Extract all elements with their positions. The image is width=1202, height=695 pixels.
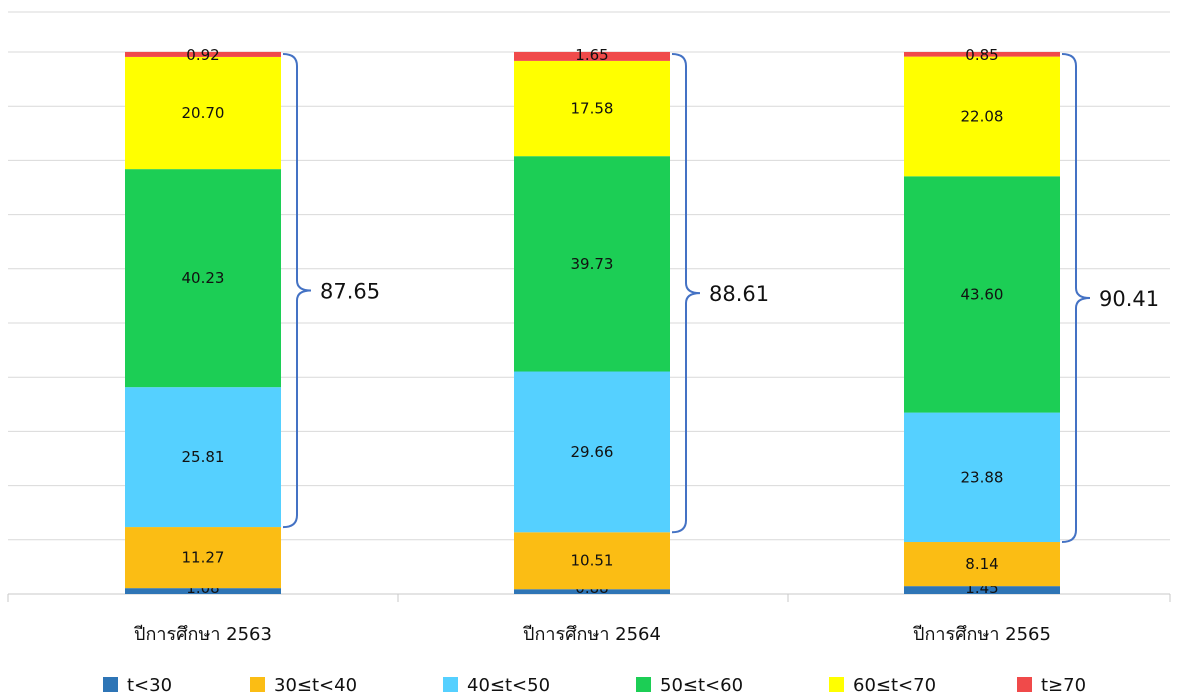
data-label: 11.27	[182, 549, 225, 567]
data-label: 1.65	[575, 46, 608, 64]
brace-total-label: 90.41	[1099, 287, 1159, 311]
brace	[1061, 53, 1091, 544]
bar-segment	[514, 371, 670, 533]
legend-item: 30≤t<40	[250, 675, 357, 695]
bar-segment	[125, 56, 281, 170]
bar-segment	[514, 589, 670, 594]
data-label: 43.60	[961, 285, 1004, 303]
brace	[282, 52, 312, 529]
legend-swatch	[829, 677, 844, 692]
data-label: 17.58	[571, 100, 614, 118]
legend-item: t<30	[103, 675, 172, 695]
data-label: 20.70	[182, 104, 225, 122]
legend-item: 40≤t<50	[443, 675, 550, 695]
data-label: 0.92	[186, 46, 219, 64]
legend-label: 30≤t<40	[274, 675, 357, 695]
bar-segment	[514, 60, 670, 157]
data-label: 0.85	[965, 46, 998, 64]
bar-segment	[125, 169, 281, 388]
bar-segment	[904, 56, 1060, 177]
data-label: 25.81	[182, 448, 225, 466]
legend-label: 60≤t<70	[853, 675, 936, 695]
data-label: 10.51	[571, 552, 614, 570]
category-label: ปีการศึกษา 2563	[134, 624, 272, 645]
bar-segment	[125, 588, 281, 594]
bar-segment	[125, 387, 281, 528]
data-label: 22.08	[961, 107, 1004, 125]
brace	[671, 52, 701, 534]
bar-segment	[904, 412, 1060, 543]
legend-label: t≥70	[1041, 675, 1086, 695]
x-axis: ปีการศึกษา 2563 ปีการศึกษา 2564 ปีการศึกษา…	[7, 594, 1171, 645]
data-label: 8.14	[965, 555, 998, 573]
data-label: 29.66	[571, 443, 614, 461]
bar-segment	[514, 51, 670, 61]
bar-segment	[514, 156, 670, 372]
legend-item: 50≤t<60	[636, 675, 743, 695]
brace-total-label: 87.65	[320, 280, 380, 304]
category-label: ปีการศึกษา 2565	[913, 624, 1051, 645]
bar-segment	[904, 542, 1060, 587]
data-label: 40.23	[182, 269, 225, 287]
data-label: 39.73	[571, 255, 614, 273]
legend-item: t≥70	[1017, 675, 1086, 695]
bar-segment	[904, 586, 1060, 594]
bar-segment	[904, 52, 1060, 57]
legend-label: 40≤t<50	[467, 675, 550, 695]
brace-total-label: 88.61	[709, 282, 769, 306]
legend-swatch	[103, 677, 118, 692]
legend-item: 60≤t<70	[829, 675, 936, 695]
legend-label: t<30	[127, 675, 172, 695]
bar-segment	[125, 51, 281, 57]
bar-segment	[904, 176, 1060, 413]
bar-stacks: 1.0811.2725.8140.2320.700.920.8810.5129.…	[125, 46, 1060, 597]
bar-segment	[125, 527, 281, 589]
bar-segment	[514, 532, 670, 590]
data-label: 23.88	[961, 468, 1004, 486]
legend-label: 50≤t<60	[660, 675, 743, 695]
category-label: ปีการศึกษา 2564	[523, 624, 661, 645]
legend: t<30 30≤t<40 40≤t<50 50≤t<60 60≤t<70 t≥70	[103, 675, 1086, 695]
legend-swatch	[636, 677, 651, 692]
total-braces: 87.65 88.61 90.41	[282, 52, 1159, 544]
legend-swatch	[443, 677, 458, 692]
legend-swatch	[1017, 677, 1032, 692]
legend-swatch	[250, 677, 265, 692]
